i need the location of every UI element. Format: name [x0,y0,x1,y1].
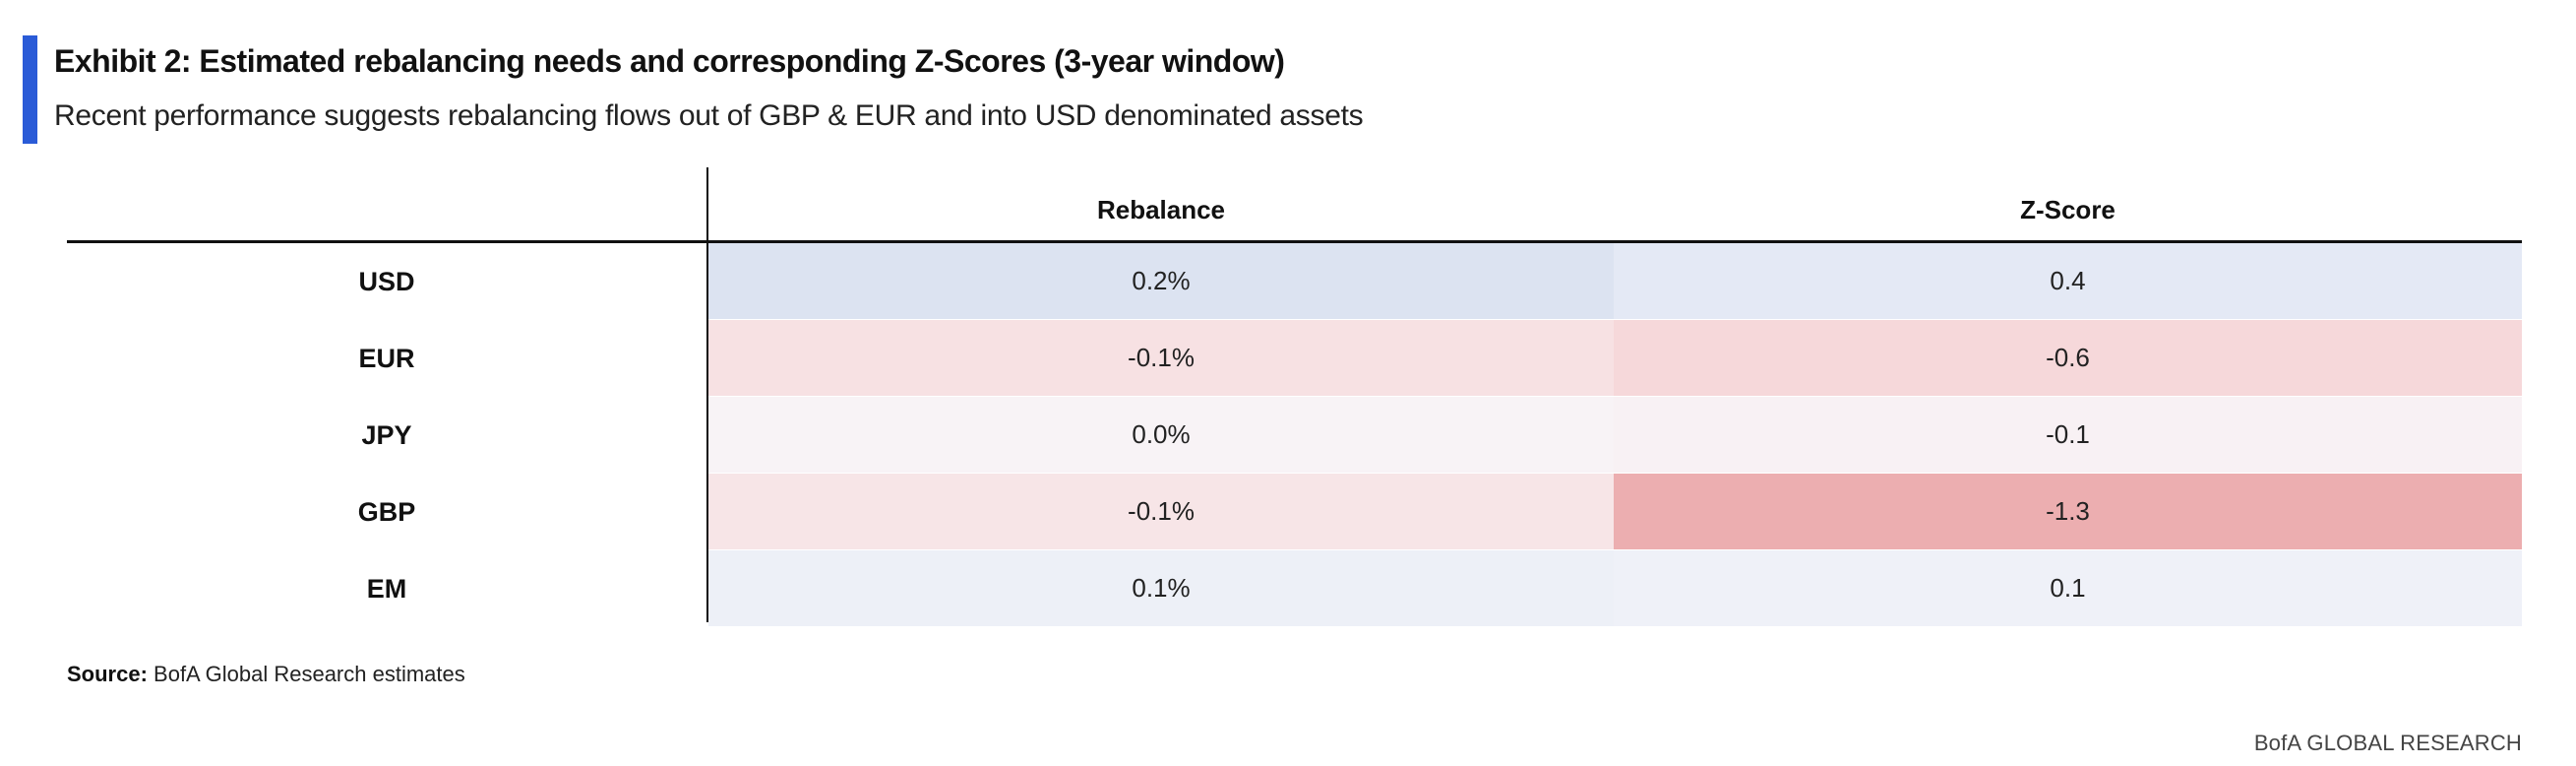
exhibit-subtitle: Recent performance suggests rebalancing … [54,99,1364,132]
rebalance-cell: -0.1% [708,320,1614,396]
table-header-row: Rebalance Z-Score [67,167,2522,243]
row-label: EM [366,574,407,604]
rebalance-cell: -0.1% [708,474,1614,549]
header-zscore: Z-Score [2020,195,2116,224]
rebalance-cell: 0.0% [708,397,1614,473]
table-row: USD 0.2% 0.4 [67,243,2522,320]
zscore-cell: -1.3 [1614,474,2522,549]
rebalance-cell: 0.1% [708,550,1614,626]
zscore-cell: -0.6 [1614,320,2522,396]
table-row: JPY 0.0% -0.1 [67,397,2522,474]
source-text: BofA Global Research estimates [147,662,465,686]
title-accent-bar [23,35,37,144]
row-label: EUR [358,344,415,373]
row-label: USD [358,267,415,296]
source-label: Source: [67,662,148,686]
zscore-cell: -0.1 [1614,397,2522,473]
row-label: JPY [361,420,412,450]
zscore-cell: 0.4 [1614,243,2522,319]
zscore-cell: 0.1 [1614,550,2522,626]
exhibit-title: Exhibit 2: Estimated rebalancing needs a… [54,43,1285,79]
table-row: EUR -0.1% -0.6 [67,320,2522,397]
column-divider [706,167,708,622]
header-rebalance: Rebalance [1096,195,1226,224]
row-label: GBP [357,497,416,527]
table-row: EM 0.1% 0.1 [67,550,2522,627]
table-row: GBP -0.1% -1.3 [67,474,2522,550]
source-note: Source: BofA Global Research estimates [67,662,465,687]
brand-footer: BofA GLOBAL RESEARCH [2253,731,2522,755]
rebalance-cell: 0.2% [708,243,1614,319]
